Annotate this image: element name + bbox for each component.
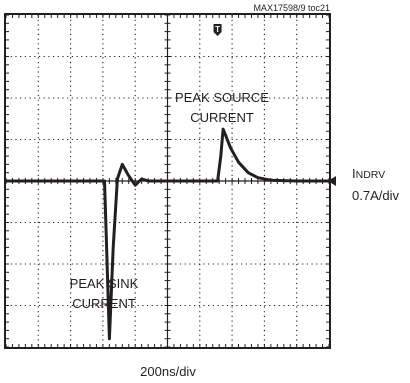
indrv-trace: [4, 127, 331, 341]
trigger-marker-icon: [213, 24, 222, 36]
x-scale-label: 200ns/div: [140, 364, 196, 379]
peak-sink-label-line1: PEAK SINK: [70, 276, 139, 291]
y-scale-label-initial: I: [352, 166, 356, 181]
y-scale-label-line1: INDRV: [352, 166, 385, 181]
trigger-marker-symbol: T: [215, 25, 220, 34]
peak-source-label-line2: CURRENT: [190, 110, 254, 125]
markers: T: [213, 24, 336, 186]
y-scale-label-line2: 0.7A/div: [352, 188, 399, 203]
peak-sink-label-line2: CURRENT: [72, 296, 136, 311]
figure-id-label: MAX17598/9 toc21: [253, 3, 330, 13]
peak-source-label-line1: PEAK SOURCE: [175, 90, 269, 105]
y-scale-label-rest: NDRV: [356, 169, 386, 181]
ground-marker-icon: [328, 176, 336, 186]
